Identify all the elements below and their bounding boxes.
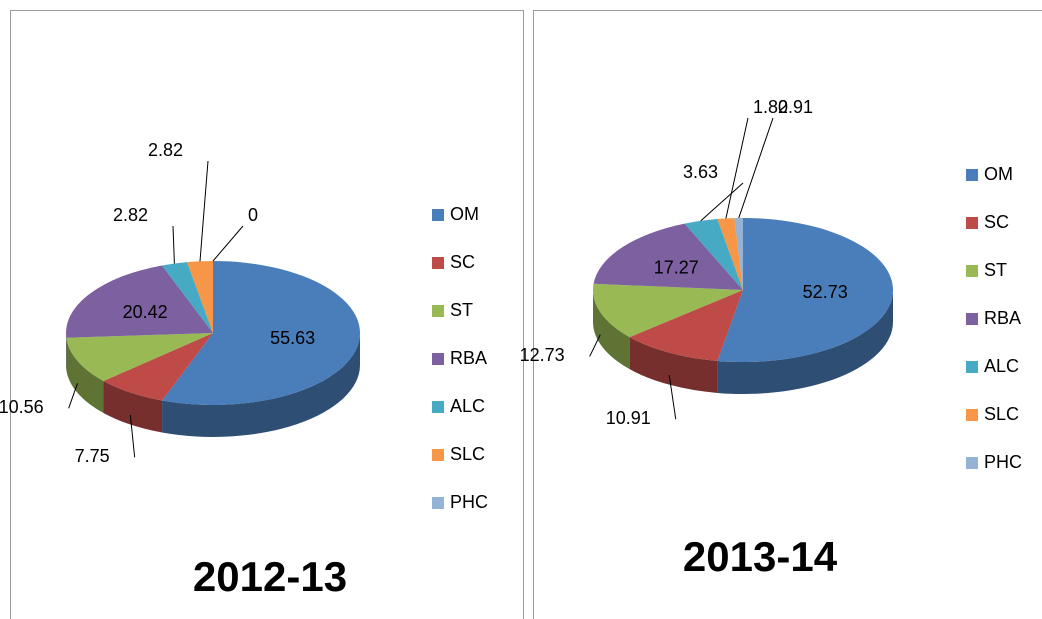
data-label: 2.82	[148, 140, 183, 160]
pie-side	[66, 337, 104, 414]
legend-swatch	[966, 169, 978, 181]
data-label: 7.75	[75, 446, 110, 466]
pie-slice	[187, 261, 213, 333]
chart-title: 2013-14	[683, 533, 838, 580]
pie-slice	[592, 283, 743, 338]
leader-line	[668, 375, 677, 420]
leader-line	[700, 182, 744, 222]
data-label: 10.91	[606, 408, 651, 428]
leader-line	[212, 225, 244, 262]
legend-label: SC	[450, 252, 475, 272]
pie-side	[717, 290, 893, 394]
legend-swatch	[966, 457, 978, 469]
leader-line	[738, 117, 774, 219]
legend-swatch	[966, 217, 978, 229]
pie-side	[162, 333, 360, 437]
legend-swatch	[432, 353, 444, 365]
legend-label: SLC	[984, 404, 1019, 424]
data-label: 20.42	[123, 302, 168, 322]
pie-slice	[684, 219, 743, 290]
pie-slice	[161, 262, 213, 333]
legend-swatch	[432, 209, 444, 221]
legend-swatch	[432, 257, 444, 269]
pie-slice	[629, 290, 743, 361]
pie-side	[629, 337, 718, 393]
legend-label: SLC	[450, 444, 485, 464]
pie-slice	[717, 218, 894, 363]
pie-slice	[734, 218, 743, 290]
data-label: 0.91	[778, 97, 813, 117]
pie-slice	[66, 265, 213, 338]
data-label: 1.82	[753, 97, 788, 117]
leader-line	[129, 414, 136, 458]
pie-slice	[717, 218, 743, 290]
legend-label: PHC	[450, 492, 488, 512]
data-label: 55.63	[270, 328, 315, 348]
pie-side	[593, 290, 630, 370]
data-label: 12.73	[520, 345, 565, 365]
legend-label: ST	[984, 260, 1007, 280]
data-label: 0	[248, 205, 258, 225]
pie-side	[103, 381, 163, 433]
legend-label: ST	[450, 300, 473, 320]
legend-swatch	[966, 409, 978, 421]
legend-swatch	[432, 497, 444, 509]
leader-line	[199, 160, 209, 262]
data-label: 52.73	[803, 282, 848, 302]
leader-line	[725, 117, 749, 219]
legend-swatch	[966, 265, 978, 277]
legend-label: ALC	[984, 356, 1019, 376]
leader-line	[68, 383, 78, 409]
legend-label: ALC	[450, 396, 485, 416]
legend-swatch	[432, 305, 444, 317]
pie-slice	[162, 261, 361, 406]
legend-label: RBA	[984, 308, 1021, 328]
legend-label: PHC	[984, 452, 1022, 472]
data-label: 10.56	[0, 397, 44, 417]
legend-label: OM	[984, 164, 1013, 184]
legend-swatch	[432, 401, 444, 413]
legend-label: SC	[984, 212, 1009, 232]
data-label: 3.63	[683, 162, 718, 182]
pie-slice	[103, 333, 213, 401]
pie-slice	[593, 223, 743, 290]
chart-title: 2012-13	[193, 553, 347, 600]
legend-swatch	[432, 449, 444, 461]
leader-line	[589, 334, 601, 357]
data-label: 17.27	[654, 258, 699, 278]
data-label: 2.82	[113, 205, 148, 225]
legend-label: OM	[450, 204, 479, 224]
legend-swatch	[966, 361, 978, 373]
leader-line	[172, 225, 175, 264]
legend-label: RBA	[450, 348, 487, 368]
pie-slice	[66, 333, 213, 382]
legend-swatch	[966, 313, 978, 325]
